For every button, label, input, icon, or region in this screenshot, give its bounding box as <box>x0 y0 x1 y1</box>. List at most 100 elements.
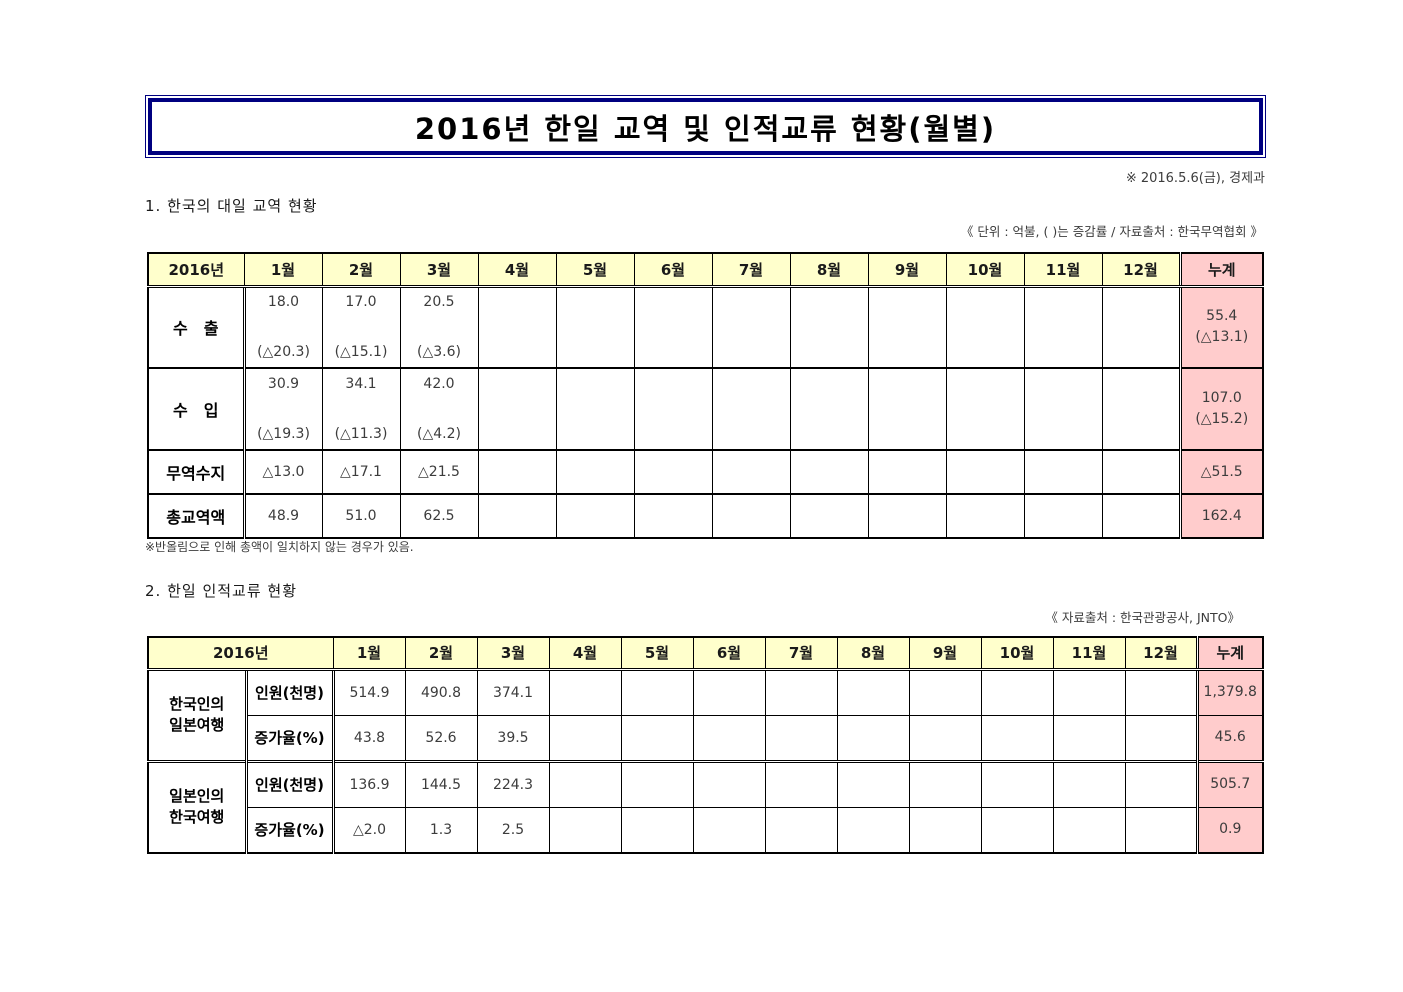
data-cell: 1.3 <box>404 806 478 854</box>
month-header-cell: 1월 <box>243 252 323 288</box>
table-row-koreans-to-japan-count: 한국인의 일본여행 인원(천명) 514.9 490.8 374.1 1,379… <box>147 668 1264 762</box>
month-header-cell: 8월 <box>836 636 910 671</box>
table-header-row: 2016년 1월 2월 3월 4월 5월 6월 7월 8월 9월 10월 11월… <box>147 252 1264 288</box>
data-cell <box>980 668 1054 716</box>
data-cell: 62.5 <box>399 493 479 539</box>
data-cell <box>789 285 869 369</box>
month-header-cell: 9월 <box>908 636 982 671</box>
data-cell <box>1052 806 1126 854</box>
data-cell <box>1101 285 1181 369</box>
data-cell <box>620 806 694 854</box>
date-note: ※ 2016.5.6(금), 경제과 <box>1125 171 1265 186</box>
data-cell <box>945 285 1025 369</box>
month-header-cell: 5월 <box>555 252 635 288</box>
month-header-cell: 5월 <box>620 636 694 671</box>
data-cell <box>711 367 791 451</box>
data-cell <box>789 449 869 495</box>
trade-table: 2016년 1월 2월 3월 4월 5월 6월 7월 8월 9월 10월 11월… <box>147 252 1264 539</box>
row-label-cell: 수 출 <box>147 285 246 369</box>
data-cell: 48.9 <box>243 493 323 539</box>
page-title: 2016년 한일 교역 및 인적교류 현황(월별) <box>414 111 997 146</box>
data-cell <box>620 759 694 808</box>
row-label-cell: 무역수지 <box>147 449 246 495</box>
data-cell: △13.0 <box>243 449 323 495</box>
month-header-cell: 10월 <box>980 636 1054 671</box>
data-cell <box>836 759 910 808</box>
data-cell <box>633 285 713 369</box>
total-header-cell: 누계 <box>1195 636 1264 671</box>
row-label-cell: 수 입 <box>147 367 246 451</box>
data-cell <box>908 759 982 808</box>
data-cell: 136.9 <box>332 759 406 808</box>
data-cell <box>692 668 766 716</box>
month-header-cell: 6월 <box>692 636 766 671</box>
total-cell: △51.5 <box>1178 449 1264 495</box>
data-cell <box>692 806 766 854</box>
data-cell <box>764 759 838 808</box>
data-cell <box>555 493 635 539</box>
data-cell: 42.0 (△4.2) <box>399 367 479 451</box>
total-cell: 45.6 <box>1195 714 1264 762</box>
data-cell <box>477 449 557 495</box>
data-cell <box>477 493 557 539</box>
data-cell <box>1101 449 1181 495</box>
data-cell <box>867 449 947 495</box>
data-cell <box>555 367 635 451</box>
data-cell <box>548 806 622 854</box>
data-cell <box>789 367 869 451</box>
month-header-cell: 9월 <box>867 252 947 288</box>
data-cell <box>789 493 869 539</box>
sub-label-cell: 증가율(%) <box>245 806 335 854</box>
month-header-cell: 6월 <box>633 252 713 288</box>
data-cell <box>477 285 557 369</box>
data-cell: 374.1 <box>476 668 550 716</box>
data-cell <box>548 759 622 808</box>
month-header-cell: 2월 <box>404 636 478 671</box>
month-header-cell: 12월 <box>1124 636 1198 671</box>
data-cell <box>764 668 838 716</box>
section1-heading: 1. 한국의 대일 교역 현황 <box>145 197 318 215</box>
data-cell <box>867 285 947 369</box>
table-row-japanese-to-korea-growth: 증가율(%) △2.0 1.3 2.5 0.9 <box>148 806 1264 854</box>
data-cell: 43.8 <box>332 714 406 762</box>
data-cell <box>867 367 947 451</box>
data-cell <box>836 714 910 762</box>
table-row-imports: 수 입 30.9 (△19.3) 34.1 (△11.3) 42.0 (△4.2… <box>147 367 1264 451</box>
month-header-cell: 1월 <box>332 636 406 671</box>
row-label-cell: 총교역액 <box>147 493 246 539</box>
data-cell: △17.1 <box>321 449 401 495</box>
section2-heading: 2. 한일 인적교류 현황 <box>145 582 298 600</box>
year-header-cell: 2016년 <box>147 252 245 288</box>
sub-label-cell: 증가율(%) <box>245 714 335 762</box>
data-cell <box>620 714 694 762</box>
data-cell: 514.9 <box>332 668 406 716</box>
month-header-cell: 8월 <box>789 252 869 288</box>
month-header-cell: 7월 <box>711 252 791 288</box>
data-cell <box>711 285 791 369</box>
total-header-cell: 누계 <box>1178 252 1264 288</box>
data-cell <box>692 759 766 808</box>
month-header-cell: 12월 <box>1101 252 1181 288</box>
data-cell <box>945 367 1025 451</box>
data-cell <box>555 285 635 369</box>
month-header-cell: 3월 <box>476 636 550 671</box>
data-cell <box>1124 759 1198 808</box>
month-header-cell: 11월 <box>1023 252 1103 288</box>
data-cell <box>980 759 1054 808</box>
data-cell <box>548 668 622 716</box>
table1-footnote: ※반올림으로 인해 총액이 일치하지 않는 경우가 있음. <box>145 540 414 554</box>
data-cell: 490.8 <box>404 668 478 716</box>
data-cell <box>711 493 791 539</box>
data-cell <box>1052 759 1126 808</box>
data-cell <box>908 714 982 762</box>
data-cell <box>1052 668 1126 716</box>
table-header-row: 2016년 1월 2월 3월 4월 5월 6월 7월 8월 9월 10월 11월… <box>147 636 1264 671</box>
data-cell <box>1023 449 1103 495</box>
data-cell <box>764 806 838 854</box>
month-header-cell: 2월 <box>321 252 401 288</box>
data-cell: 2.5 <box>476 806 550 854</box>
total-cell: 107.0 (△15.2) <box>1178 367 1264 451</box>
data-cell <box>633 367 713 451</box>
table-row-japanese-to-korea-count: 일본인의 한국여행 인원(천명) 136.9 144.5 224.3 505.7 <box>147 759 1264 854</box>
